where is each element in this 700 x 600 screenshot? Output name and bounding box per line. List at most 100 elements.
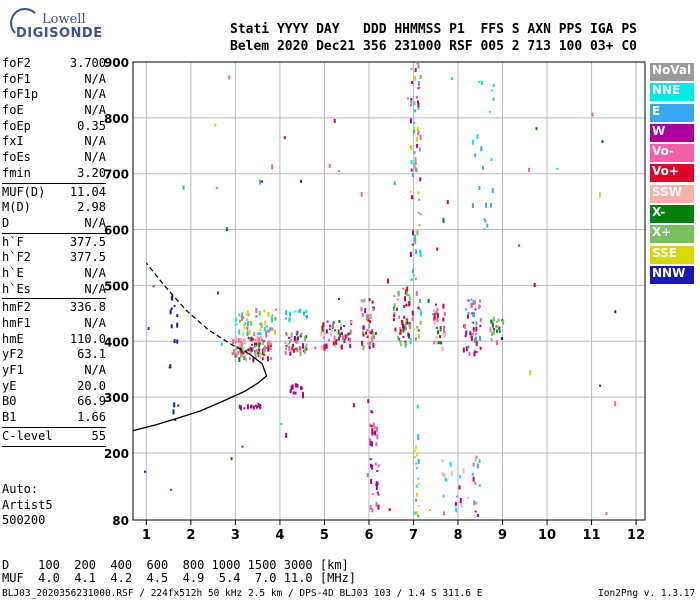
- echo-point: [397, 315, 400, 318]
- echo-point: [254, 338, 257, 341]
- param-divider: [2, 232, 106, 234]
- echo-point: [442, 217, 445, 223]
- echo-point: [417, 482, 420, 485]
- echo-point: [306, 314, 309, 319]
- param-key: hmF1: [2, 316, 31, 330]
- echo-point: [270, 316, 273, 320]
- echo-point: [478, 186, 481, 191]
- echo-point: [271, 314, 274, 317]
- echo-point: [474, 510, 477, 513]
- polarization-legend: NoVal NNE E W Vo- Vo+ SSW X- X+ SSE NNW: [650, 63, 694, 286]
- echo-point: [252, 338, 254, 341]
- echo-point: [169, 364, 172, 369]
- echo-point: [261, 353, 264, 355]
- echo-point: [416, 467, 418, 470]
- echo-point: [429, 509, 431, 511]
- echo-point: [220, 342, 223, 346]
- echo-point: [305, 315, 307, 318]
- echo-point: [269, 327, 272, 332]
- echo-point: [290, 339, 292, 343]
- echo-point: [404, 323, 407, 326]
- echo-point: [254, 351, 257, 356]
- echo-point: [255, 349, 258, 352]
- x-tick-label: 4: [275, 528, 284, 543]
- echo-point: [490, 337, 493, 341]
- param-value: N/A: [84, 265, 106, 280]
- x-tick-label: 3: [231, 528, 240, 543]
- echo-point: [476, 514, 479, 517]
- echo-point: [321, 328, 324, 332]
- echo-point: [459, 498, 462, 503]
- echo-point: [435, 335, 438, 339]
- echo-point: [393, 314, 396, 318]
- echo-point: [270, 357, 272, 361]
- echo-point: [235, 323, 238, 326]
- echo-point: [416, 126, 419, 132]
- echo-point: [176, 339, 179, 344]
- echo-point: [475, 340, 478, 346]
- echo-point: [459, 475, 461, 479]
- echo-point: [259, 353, 262, 359]
- echo-point: [333, 335, 336, 340]
- echo-point: [362, 325, 365, 330]
- echo-point: [435, 310, 438, 315]
- echo-point: [372, 332, 375, 338]
- y-tick-label: 500: [104, 279, 129, 293]
- echo-point: [479, 318, 482, 322]
- echo-point: [446, 200, 449, 205]
- echo-point: [472, 300, 475, 305]
- echo-point: [415, 498, 418, 502]
- echo-point: [238, 404, 241, 409]
- echo-point: [483, 218, 486, 221]
- echo-point: [250, 343, 253, 346]
- echo-point: [472, 476, 475, 482]
- echo-point: [225, 227, 228, 232]
- echo-point: [393, 312, 396, 316]
- echo-point: [256, 336, 259, 342]
- x-tick-label: 1: [142, 528, 151, 543]
- echo-point: [370, 332, 373, 335]
- param-value: 11.04: [69, 184, 106, 199]
- echo-point: [413, 328, 416, 331]
- echo-point: [250, 404, 253, 409]
- echo-point: [287, 342, 290, 345]
- echo-point: [474, 308, 477, 311]
- param-row: fxI N/A: [2, 134, 106, 150]
- echo-point: [404, 340, 407, 343]
- echo-point: [235, 354, 238, 358]
- echo-point: [368, 298, 371, 302]
- echo-point: [304, 346, 307, 349]
- echo-point: [261, 357, 264, 361]
- echo-point: [292, 343, 294, 347]
- echo-point: [498, 326, 501, 331]
- echo-point: [293, 348, 296, 353]
- echo-point: [470, 335, 473, 341]
- echo-point: [416, 511, 419, 516]
- echo-point: [393, 303, 396, 308]
- echo-point: [172, 409, 175, 415]
- param-row: h`F2 377.5: [2, 250, 106, 266]
- echo-point: [302, 343, 305, 349]
- echo-point: [366, 473, 369, 478]
- echo-point: [259, 328, 262, 332]
- echo-point: [291, 384, 294, 390]
- echo-point: [480, 146, 483, 152]
- echo-point: [238, 342, 241, 347]
- echo-point: [411, 316, 414, 321]
- echo-point: [419, 251, 422, 257]
- param-key: h`F2: [2, 250, 31, 265]
- param-divider: [2, 298, 106, 300]
- echo-point: [416, 95, 418, 99]
- echo-point: [152, 285, 155, 288]
- echo-point: [467, 314, 469, 319]
- echo-point: [372, 342, 375, 348]
- echo-point: [343, 339, 346, 344]
- echo-point: [243, 407, 246, 410]
- echo-point: [528, 167, 530, 172]
- echo-point: [491, 332, 494, 337]
- echo-point: [419, 177, 422, 182]
- echo-point: [375, 442, 378, 447]
- echo-point: [246, 310, 249, 316]
- echo-point: [533, 283, 536, 288]
- echo-point: [437, 307, 440, 310]
